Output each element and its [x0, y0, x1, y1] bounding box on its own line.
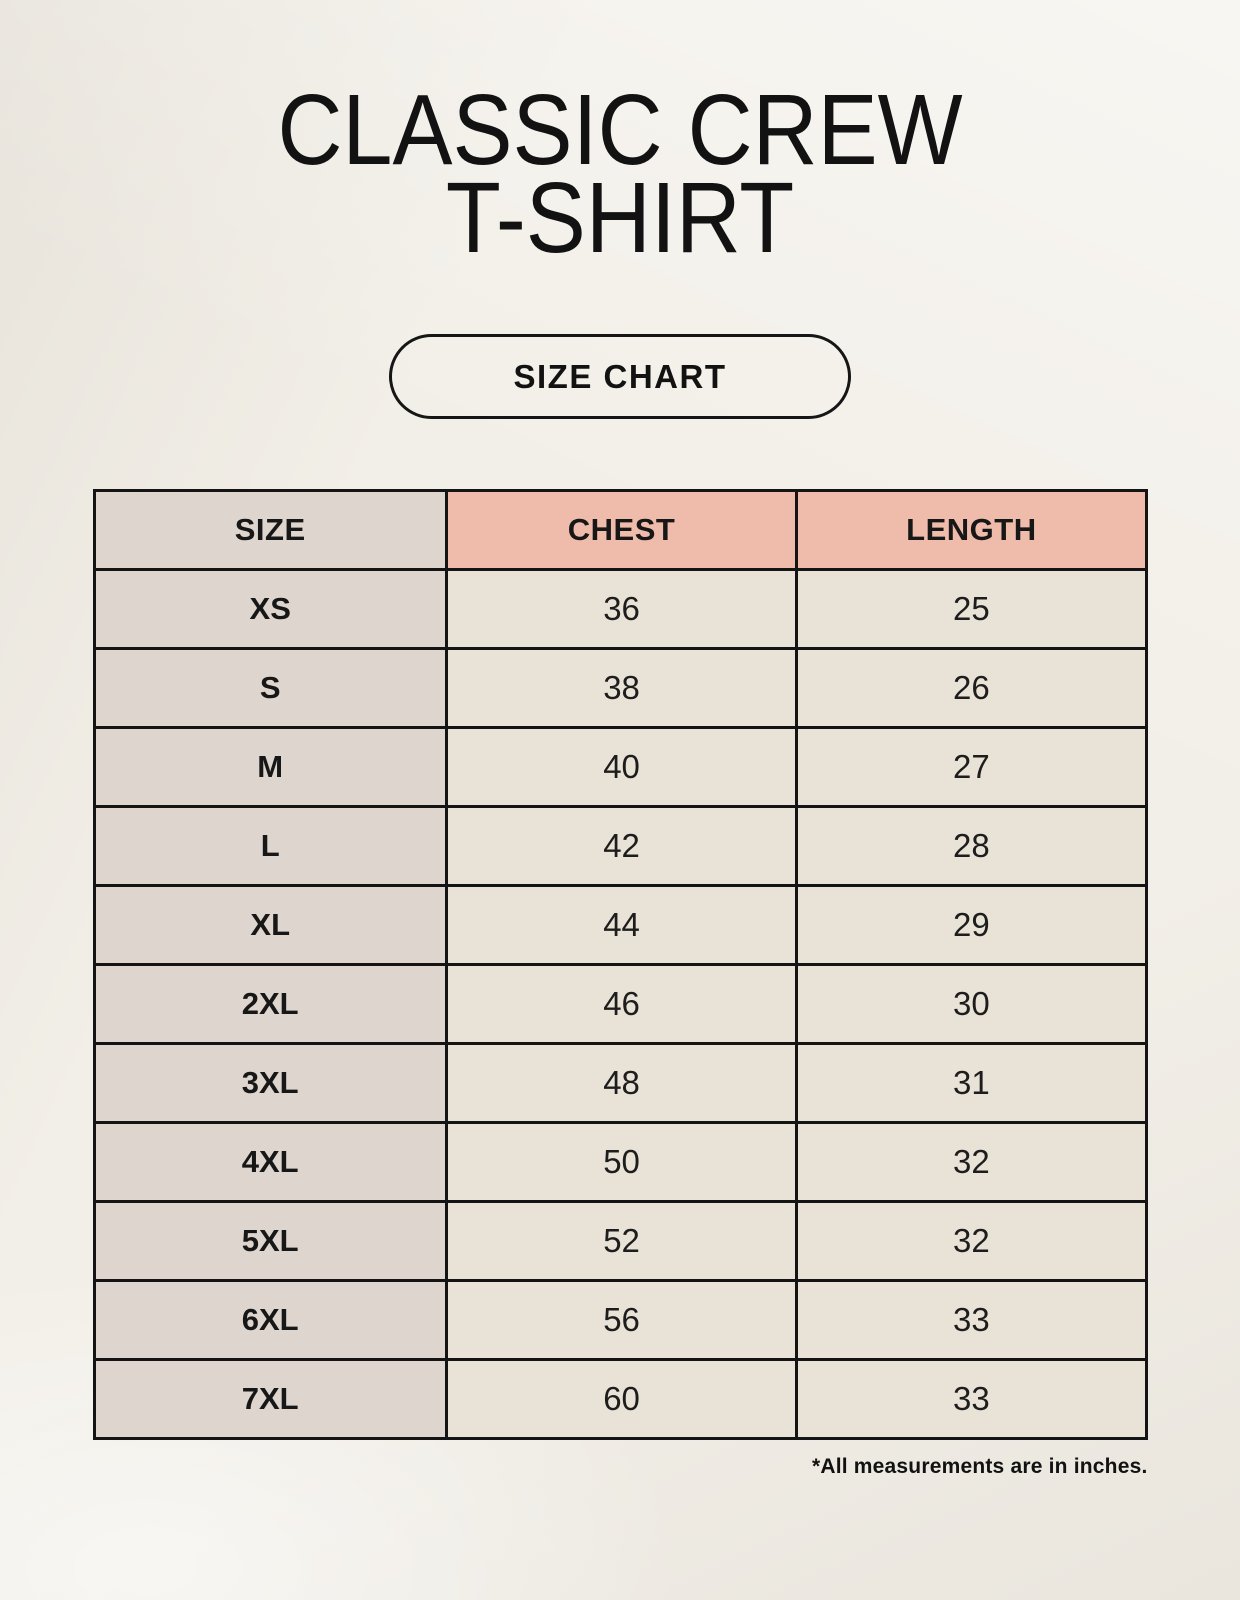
size-cell: 4XL — [92, 1121, 448, 1203]
table-row: XS 36 25 — [92, 568, 1148, 650]
chest-cell: 38 — [444, 647, 799, 729]
size-cell: 6XL — [92, 1279, 448, 1361]
size-cell: 5XL — [92, 1200, 448, 1282]
size-chart-badge-label: SIZE CHART — [513, 357, 727, 395]
chest-cell: 52 — [444, 1200, 799, 1282]
table-row: 5XL 52 32 — [92, 1200, 1148, 1282]
table-row: 4XL 50 32 — [92, 1121, 1148, 1203]
size-cell: M — [92, 726, 448, 808]
page-title: CLASSIC CREW T-SHIRT — [62, 80, 1178, 268]
table-row: 7XL 60 33 — [92, 1358, 1148, 1440]
page-title-line2: T-SHIRT — [445, 162, 795, 274]
size-table: SIZE CHEST LENGTH XS 36 25 S 38 26 M — [92, 489, 1148, 1440]
length-cell: 28 — [795, 805, 1148, 887]
table-row: 3XL 48 31 — [92, 1042, 1148, 1124]
length-cell: 27 — [795, 726, 1148, 808]
table-row: M 40 27 — [92, 726, 1148, 808]
size-cell: 2XL — [92, 963, 448, 1045]
size-chart-badge[interactable]: SIZE CHART — [389, 334, 851, 419]
length-cell: 25 — [795, 568, 1148, 650]
table-row: 2XL 46 30 — [92, 963, 1148, 1045]
table-container: SIZE CHEST LENGTH XS 36 25 S 38 26 M — [92, 489, 1148, 1479]
length-cell: 29 — [795, 884, 1148, 966]
chest-cell: 50 — [444, 1121, 799, 1203]
size-cell: L — [92, 805, 448, 887]
length-column-header: LENGTH — [795, 489, 1148, 571]
chest-cell: 46 — [444, 963, 799, 1045]
table-header-row: SIZE CHEST LENGTH — [92, 489, 1148, 571]
chest-column-header: CHEST — [444, 489, 799, 571]
table-row: 6XL 56 33 — [92, 1279, 1148, 1361]
size-cell: S — [92, 647, 448, 729]
chest-cell: 60 — [444, 1358, 799, 1440]
chest-cell: 56 — [444, 1279, 799, 1361]
table-row: L 42 28 — [92, 805, 1148, 887]
chest-cell: 40 — [444, 726, 799, 808]
length-cell: 32 — [795, 1200, 1148, 1282]
size-cell: 3XL — [92, 1042, 448, 1124]
chest-cell: 48 — [444, 1042, 799, 1124]
size-cell: 7XL — [92, 1358, 448, 1440]
length-cell: 31 — [795, 1042, 1148, 1124]
size-cell: XS — [92, 568, 448, 650]
size-column-header: SIZE — [92, 489, 448, 571]
chest-cell: 42 — [444, 805, 799, 887]
size-cell: XL — [92, 884, 448, 966]
table-row: XL 44 29 — [92, 884, 1148, 966]
length-cell: 32 — [795, 1121, 1148, 1203]
table-row: S 38 26 — [92, 647, 1148, 729]
length-cell: 33 — [795, 1279, 1148, 1361]
chest-cell: 44 — [444, 884, 799, 966]
length-cell: 26 — [795, 647, 1148, 729]
length-cell: 30 — [795, 963, 1148, 1045]
page-title-line1: CLASSIC CREW — [277, 74, 963, 186]
length-cell: 33 — [795, 1358, 1148, 1440]
chest-cell: 36 — [444, 568, 799, 650]
measurements-footnote: *All measurements are in inches. — [811, 1455, 1148, 1478]
